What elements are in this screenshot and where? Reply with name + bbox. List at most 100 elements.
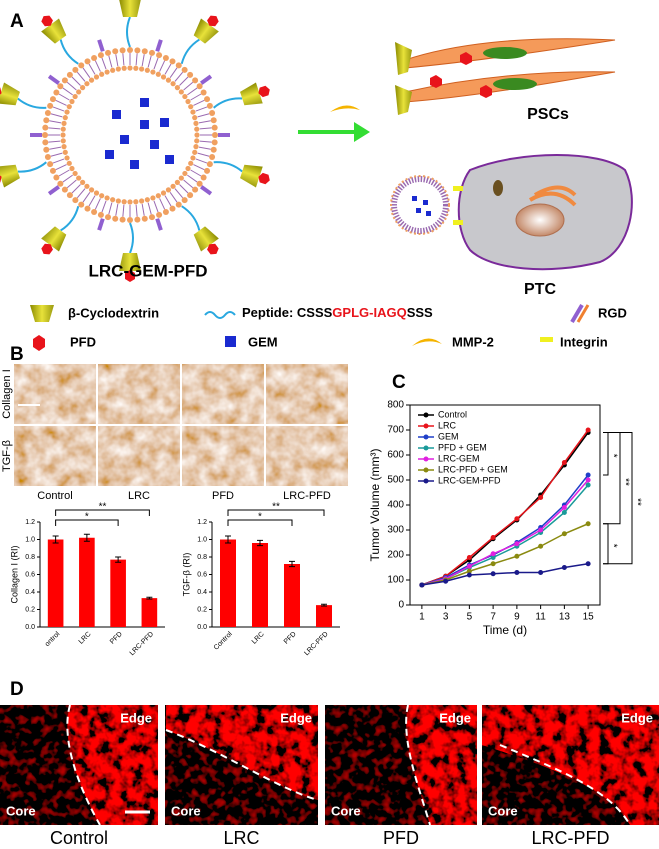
- lipid-tail: [135, 204, 138, 217]
- lipid-head: [72, 197, 79, 204]
- histology-image: [14, 426, 96, 486]
- lipid-tail: [62, 87, 73, 96]
- group-label: Control: [50, 828, 108, 848]
- y-tick-label: 0.2: [197, 606, 207, 613]
- x-tick-label: 1: [419, 612, 425, 623]
- error-bar: [225, 535, 231, 544]
- lipid-tail: [48, 140, 61, 143]
- significance-label: **: [631, 498, 642, 506]
- lipid-tail: [174, 188, 184, 199]
- rgd: [47, 74, 60, 85]
- legend-label: LRC-GEM: [438, 453, 480, 463]
- y-tick-label: 300: [387, 525, 404, 536]
- legend-label: LRC: [438, 420, 457, 430]
- x-tick-label: ontrol: [44, 630, 62, 648]
- cyclodextrin: [240, 164, 270, 188]
- y-tick-label: 1.0: [25, 536, 35, 543]
- lipid-tail: [71, 76, 81, 86]
- error-bar: [146, 596, 153, 600]
- lipid-head: [192, 186, 199, 193]
- x-tick-label: LRC-PFD: [303, 631, 329, 657]
- rgd: [155, 39, 163, 52]
- lipid-tail: [94, 60, 101, 72]
- lipid-head: [47, 102, 54, 109]
- gem-icon: [140, 120, 149, 129]
- error-bar: [115, 556, 122, 563]
- pfd-icon: [258, 85, 270, 98]
- cone: [119, 0, 141, 17]
- lipid-head: [66, 71, 73, 78]
- construct-label: LRC-GEM-PFD: [89, 261, 208, 280]
- row-label: TGF-β: [1, 440, 13, 472]
- lipid-tail: [159, 198, 166, 210]
- lipid-head: [175, 62, 182, 69]
- data-point: [490, 535, 496, 540]
- peptide: [126, 16, 131, 48]
- core-label: Core: [331, 803, 361, 818]
- lipid-head: [178, 89, 184, 95]
- lipid-head: [200, 174, 207, 181]
- lipid-head: [72, 170, 78, 177]
- legend-label: Peptide: CSSS: [242, 305, 333, 320]
- lipid-head: [69, 98, 75, 105]
- lipid-head: [193, 144, 199, 150]
- lipid-head: [61, 77, 68, 84]
- histology-grid: Collagen I TGF-β Control LRC PFD LRC-PFD: [1, 364, 348, 502]
- ptc-cell: [390, 154, 633, 271]
- lipid-head: [192, 149, 198, 155]
- data-point: [490, 551, 496, 557]
- significance-bracket: [227, 509, 325, 516]
- x-axis-title: Time (d): [483, 623, 527, 637]
- lipid-head: [127, 65, 133, 71]
- lipid-tail: [108, 202, 113, 215]
- column-label: LRC-PFD: [283, 490, 331, 502]
- pfd-icon: [41, 15, 53, 27]
- cone: [193, 18, 219, 44]
- lipid-head: [187, 192, 194, 199]
- significance-label: **: [272, 502, 280, 513]
- lipid-tail: [183, 179, 194, 189]
- lipid-head: [196, 83, 203, 90]
- lipid-head: [175, 201, 182, 208]
- x-tick-label: LRC: [251, 631, 266, 646]
- significance-bracket: [55, 519, 119, 526]
- histology-image: [98, 426, 180, 486]
- rgd: [200, 74, 213, 85]
- pfd-icon: [207, 15, 219, 27]
- lipid-head: [181, 66, 188, 73]
- lipid-head: [53, 89, 60, 96]
- lipid-tail: [179, 184, 189, 194]
- legend-label: GEM: [248, 334, 278, 349]
- series-line: [421, 479, 589, 586]
- lipid-head: [127, 47, 133, 53]
- core-label: Core: [488, 803, 518, 818]
- lipid-head: [84, 183, 90, 189]
- lipid-head: [141, 48, 148, 55]
- y-tick-label: 0.0: [197, 624, 207, 631]
- lipid-head: [188, 104, 194, 110]
- lipid-head: [60, 126, 66, 132]
- lipid-tail: [147, 202, 152, 215]
- fluorescence-grid: Edge Core Control Edge Core LRC Edge Core PFD Edg…: [0, 704, 659, 848]
- lipid-head: [104, 69, 110, 75]
- lipid-tail: [49, 146, 62, 150]
- data-point: [490, 561, 496, 567]
- boundary: [66, 704, 101, 826]
- lipid-head: [165, 187, 172, 193]
- y-tick-label: 0.6: [197, 571, 207, 578]
- y-tick-label: 200: [387, 550, 404, 561]
- lipid-head: [194, 126, 200, 132]
- error-bar: [257, 539, 263, 547]
- cone: [41, 226, 67, 252]
- lipid-head: [209, 110, 216, 117]
- data-point: [419, 582, 425, 588]
- lipid-head: [156, 211, 163, 218]
- legend-label: GEM: [438, 431, 459, 441]
- significance-bracket: [603, 432, 633, 565]
- panel-label: A: [10, 11, 24, 32]
- x-tick-label: 9: [514, 612, 520, 623]
- gem-icon: [105, 150, 114, 159]
- lipid-head: [174, 85, 180, 91]
- pfd-icon: [41, 243, 53, 255]
- lipid-head: [200, 89, 207, 96]
